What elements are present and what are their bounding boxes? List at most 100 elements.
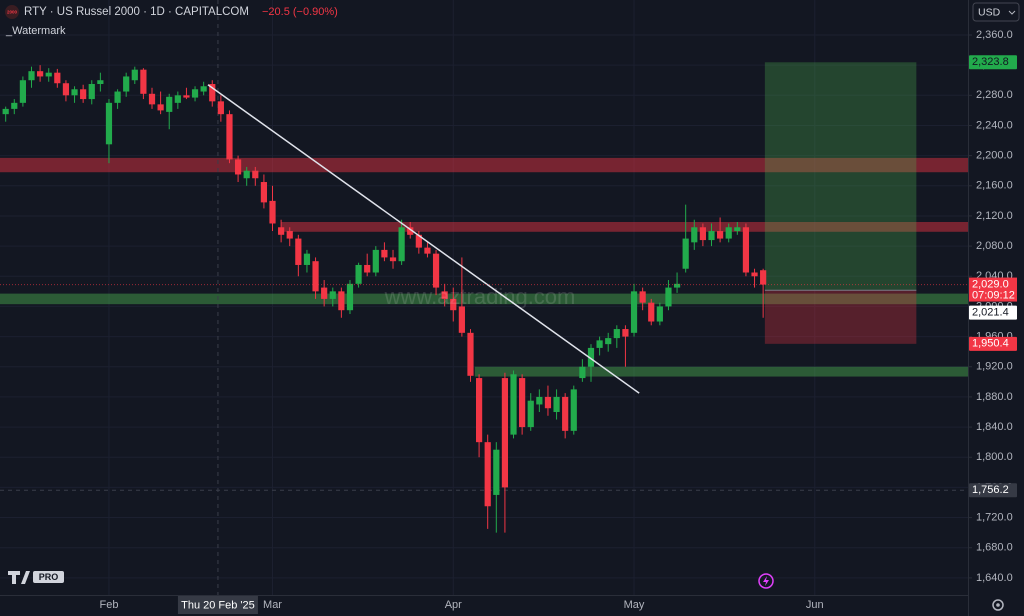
- position-stop-zone: [764, 290, 917, 344]
- layer-main: [2, 65, 767, 533]
- candle-body: [209, 83, 216, 102]
- candle-body: [2, 108, 9, 115]
- settings-icon-center[interactable]: [996, 603, 1000, 607]
- candle-body: [303, 253, 311, 265]
- alert-icon[interactable]: [758, 573, 774, 589]
- pro-badge: [33, 571, 64, 583]
- currency[interactable]: USD: [978, 6, 1001, 18]
- candle-body: [243, 170, 250, 179]
- watermark: www.aztrading.com: [384, 284, 576, 309]
- entry-label-box: [969, 305, 1017, 320]
- candle-body: [605, 338, 612, 345]
- candle-body: [708, 231, 715, 241]
- candle-body: [415, 234, 422, 248]
- zone: [0, 157, 968, 173]
- candle-body: [37, 71, 44, 77]
- currency-box[interactable]: [972, 2, 1020, 22]
- candle-body: [467, 332, 474, 376]
- candle-body: [140, 69, 147, 94]
- candle-body: [166, 96, 173, 112]
- candle-body: [665, 287, 672, 307]
- candle-body: [553, 396, 560, 412]
- target-label-box: [969, 55, 1017, 70]
- candle-body: [441, 291, 448, 299]
- candle-body: [19, 80, 26, 103]
- candle-body: [536, 396, 543, 405]
- candle-body: [613, 329, 620, 339]
- y-tick-label: 1,840.0: [976, 421, 1013, 433]
- candle-body: [54, 72, 61, 84]
- candle-body: [123, 76, 130, 92]
- position-target-zone: [764, 62, 917, 291]
- candle-body: [131, 69, 138, 81]
- alert-icon-bolt[interactable]: [763, 576, 769, 586]
- zone: [0, 293, 968, 305]
- y-tick-label: 1,920.0: [976, 361, 1013, 373]
- y-tick-label: 2,360.0: [976, 29, 1013, 41]
- candle-body: [191, 89, 199, 98]
- candle-body: [691, 227, 698, 243]
- candle-body: [734, 227, 741, 232]
- candle-body: [475, 378, 483, 443]
- candle-body: [510, 374, 517, 435]
- y-tick-label: 1,720.0: [976, 511, 1013, 523]
- x-tick-label: Jun: [806, 599, 824, 611]
- candle-body: [174, 95, 181, 103]
- settings-icon[interactable]: [992, 599, 1004, 611]
- crosshair-y-label: 1,756.2: [972, 484, 1009, 496]
- stop-label: 1,950.4: [972, 338, 1009, 350]
- chart-title: RTY · US Russel 2000 · 1D · CAPITALCOM: [24, 6, 249, 18]
- candle-body: [725, 227, 732, 239]
- candle-body: [699, 227, 706, 241]
- trend-line: [207, 84, 640, 394]
- crosshair-x-box: [177, 596, 258, 614]
- candle-body: [760, 270, 767, 285]
- currency-caret[interactable]: [1008, 10, 1016, 15]
- candle-body: [389, 257, 397, 262]
- candle-body: [656, 306, 663, 322]
- candle-body: [562, 396, 569, 431]
- y-tick-label: 1,800.0: [976, 451, 1013, 463]
- candle-body: [579, 366, 586, 379]
- candle-body: [458, 306, 465, 333]
- candle-body: [97, 80, 104, 84]
- candle-body: [88, 83, 95, 100]
- candle-body: [622, 329, 629, 337]
- candle-body: [105, 102, 113, 145]
- candle-body: [717, 231, 724, 239]
- candle-body: [432, 253, 440, 288]
- crosshair-y-label-box: [969, 483, 1017, 498]
- candle-body: [148, 93, 156, 105]
- candle-body: [630, 291, 638, 333]
- note: _Watermark: [5, 25, 66, 37]
- candle-body: [364, 264, 371, 273]
- brand: PRO: [39, 572, 59, 582]
- candle-body: [338, 291, 345, 311]
- layer-background: [0, 0, 969, 595]
- candle-body: [544, 396, 552, 409]
- candle-body: [234, 159, 242, 175]
- countdown: 07:09:12: [972, 289, 1015, 301]
- candle-body: [639, 291, 646, 303]
- candle-body: [346, 283, 354, 311]
- symbol-logo-text: 2000: [7, 10, 18, 15]
- brand-logo: PRO: [8, 571, 64, 584]
- candle-body: [398, 227, 405, 262]
- candle-body: [45, 72, 52, 77]
- candle-body: [329, 291, 336, 299]
- x-tick-label: Mar: [263, 599, 282, 611]
- y-tick-label: 2,200.0: [976, 150, 1013, 162]
- symbol-logo: [5, 5, 19, 19]
- candle-body: [295, 238, 302, 265]
- y-tick-label: 1,640.0: [976, 572, 1013, 584]
- candle-body: [200, 86, 207, 92]
- candle-body: [424, 247, 431, 254]
- candle-body: [587, 347, 595, 367]
- candle-body: [183, 95, 190, 98]
- candle-body: [519, 378, 526, 428]
- candle-body: [381, 249, 388, 258]
- candle-body: [372, 249, 379, 273]
